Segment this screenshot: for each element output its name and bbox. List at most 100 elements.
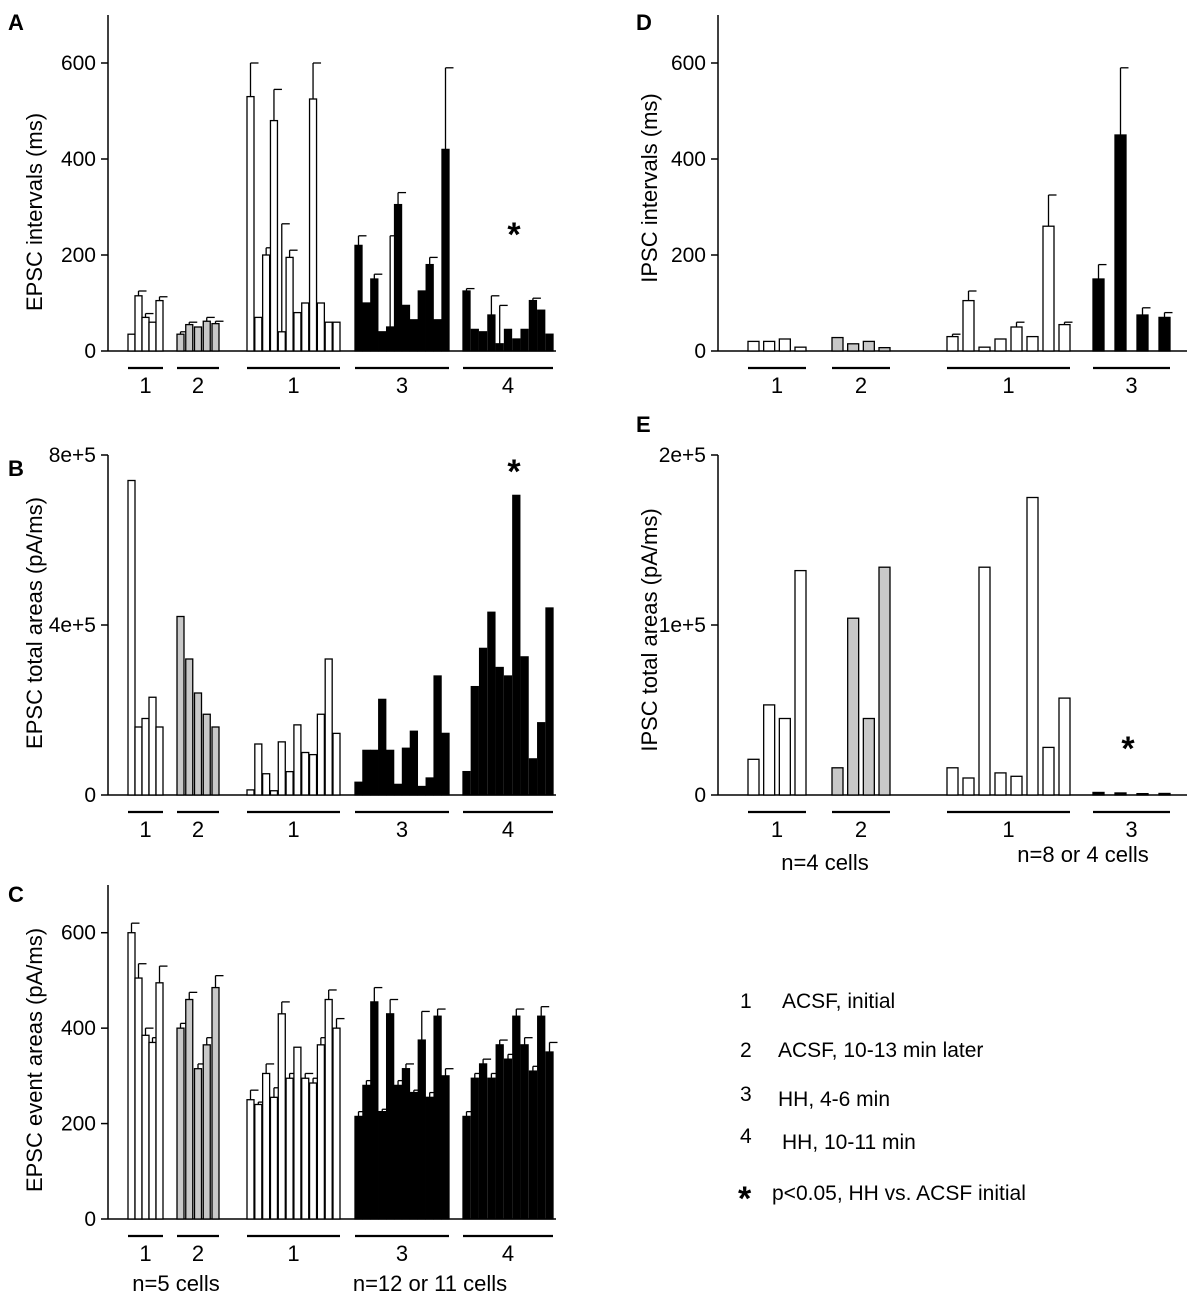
y-tick-label: 600	[61, 922, 96, 945]
bar	[193, 692, 203, 796]
bar	[246, 95, 255, 352]
bar	[401, 1068, 411, 1220]
bar	[362, 749, 371, 796]
y-tick-label: 8e+5	[49, 444, 96, 467]
bar	[487, 314, 496, 352]
bar	[545, 607, 554, 796]
bar	[1010, 326, 1023, 352]
bar	[308, 1082, 318, 1220]
legend-key-1: 1	[740, 990, 752, 1013]
panel-b: B 0 4e+5 8e+5 EPSC total areas (pA/ms) 1 2 1 3 4 *	[8, 444, 556, 842]
y-tick-label: 600	[671, 52, 706, 75]
bar	[362, 302, 371, 352]
group-label: 1	[771, 817, 783, 842]
bar	[269, 1096, 279, 1220]
group-label: 2	[192, 373, 204, 398]
bar	[193, 326, 203, 352]
bar	[354, 781, 363, 796]
bar	[211, 986, 220, 1220]
bar	[332, 1027, 341, 1220]
bar	[261, 773, 271, 796]
bar	[1042, 225, 1055, 352]
significance-star: *	[1121, 730, 1135, 768]
bar	[946, 335, 959, 352]
bar	[763, 704, 776, 796]
y-tick-label: 200	[671, 244, 706, 267]
bar	[1026, 496, 1039, 796]
bar	[747, 758, 760, 796]
bar	[176, 615, 185, 796]
bar	[978, 566, 991, 796]
bar	[378, 1110, 387, 1220]
y-tick-label: 400	[61, 148, 96, 171]
panel-d: D 0 200 400 600 IPSC intervals (ms) 1 2 1 3	[636, 10, 1187, 398]
bar	[409, 319, 419, 352]
panel-label: A	[8, 10, 24, 35]
bar	[393, 783, 403, 796]
bar	[794, 346, 807, 352]
bar	[134, 977, 143, 1220]
bar	[401, 747, 411, 796]
bar	[470, 328, 479, 352]
group-label: 3	[1125, 817, 1137, 842]
group-label: 2	[192, 817, 204, 842]
bar	[478, 331, 488, 352]
bar	[1058, 697, 1071, 796]
bar	[487, 1077, 496, 1220]
bar	[747, 340, 760, 352]
bar	[520, 656, 529, 796]
bar	[354, 1115, 363, 1220]
bar	[316, 713, 326, 796]
bar	[520, 1044, 529, 1220]
bar	[462, 290, 471, 352]
bar	[269, 790, 279, 796]
bar	[308, 98, 318, 352]
y-tick-label: 0	[694, 784, 706, 807]
bar	[1114, 792, 1127, 796]
bar	[316, 302, 326, 352]
legend-star: *	[738, 1180, 752, 1218]
bar	[425, 777, 434, 796]
cell-count-note: n=5 cells	[132, 1271, 219, 1296]
group-label: 1	[1002, 817, 1014, 842]
bar	[978, 346, 991, 352]
bar	[441, 1075, 450, 1220]
group-label: 1	[139, 1241, 151, 1266]
bar	[185, 658, 194, 796]
bar	[503, 1058, 513, 1220]
group-label: 3	[396, 1241, 408, 1266]
bar	[246, 789, 255, 796]
bar	[409, 730, 419, 796]
bar	[778, 338, 791, 352]
bar	[385, 326, 395, 352]
bar	[148, 321, 157, 352]
y-tick-label: 200	[61, 1113, 96, 1136]
bar	[503, 328, 513, 352]
group-label: 1	[139, 373, 151, 398]
significance-star: *	[507, 453, 521, 491]
group-label: 3	[396, 817, 408, 842]
bar	[301, 302, 310, 352]
y-axis-label: EPSC intervals (ms)	[22, 113, 47, 311]
bar	[862, 717, 875, 796]
bar	[512, 1015, 521, 1220]
bar	[847, 617, 860, 796]
bar	[512, 494, 521, 796]
legend-key-2: 2	[740, 1039, 752, 1062]
bar	[254, 1103, 263, 1220]
group-label: 1	[771, 373, 783, 398]
bar	[495, 343, 504, 352]
bar	[185, 323, 194, 352]
bar	[1158, 792, 1171, 796]
bar	[528, 758, 538, 796]
legend-key-3: 3	[740, 1083, 752, 1106]
bar	[193, 1068, 203, 1220]
bar	[202, 713, 211, 796]
bar	[537, 722, 546, 796]
bar	[354, 244, 363, 352]
y-tick-label: 0	[84, 1208, 96, 1231]
bar	[1010, 775, 1023, 796]
bar	[324, 321, 333, 352]
legend-text-5: p<0.05, HH vs. ACSF initial	[772, 1182, 1026, 1205]
y-tick-label: 2e+5	[659, 444, 706, 467]
